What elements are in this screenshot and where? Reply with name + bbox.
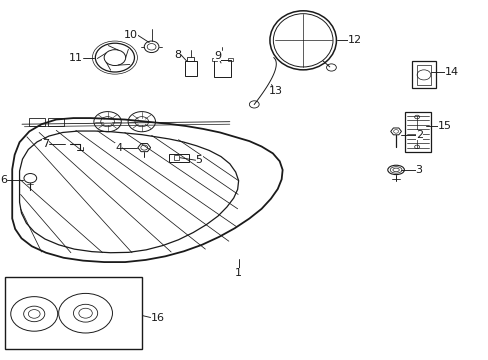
- Text: 15: 15: [437, 121, 451, 131]
- Text: 10: 10: [123, 30, 138, 40]
- Bar: [48, 118, 63, 126]
- Bar: [211, 58, 216, 61]
- Text: 9: 9: [214, 51, 221, 61]
- Text: 6: 6: [0, 175, 7, 185]
- Text: 2: 2: [415, 130, 422, 140]
- Bar: [187, 57, 194, 61]
- Text: 8: 8: [173, 50, 181, 60]
- Text: 7: 7: [41, 139, 49, 149]
- Text: 4: 4: [115, 143, 122, 153]
- Bar: [213, 60, 231, 77]
- Bar: [173, 155, 179, 160]
- Bar: [168, 154, 189, 162]
- Text: 3: 3: [415, 165, 422, 175]
- Bar: [29, 118, 45, 126]
- Text: 14: 14: [444, 67, 458, 77]
- Text: 5: 5: [195, 155, 202, 165]
- Text: 12: 12: [347, 35, 362, 45]
- Text: 16: 16: [150, 312, 164, 323]
- Bar: [416, 65, 430, 85]
- Circle shape: [28, 310, 40, 318]
- Bar: [5, 277, 142, 349]
- Bar: [411, 61, 435, 88]
- Text: 11: 11: [69, 53, 83, 63]
- Text: 13: 13: [269, 86, 283, 96]
- Text: 1: 1: [235, 268, 242, 278]
- Bar: [228, 58, 233, 61]
- Bar: [184, 61, 196, 76]
- Circle shape: [79, 308, 92, 318]
- Bar: [404, 112, 430, 152]
